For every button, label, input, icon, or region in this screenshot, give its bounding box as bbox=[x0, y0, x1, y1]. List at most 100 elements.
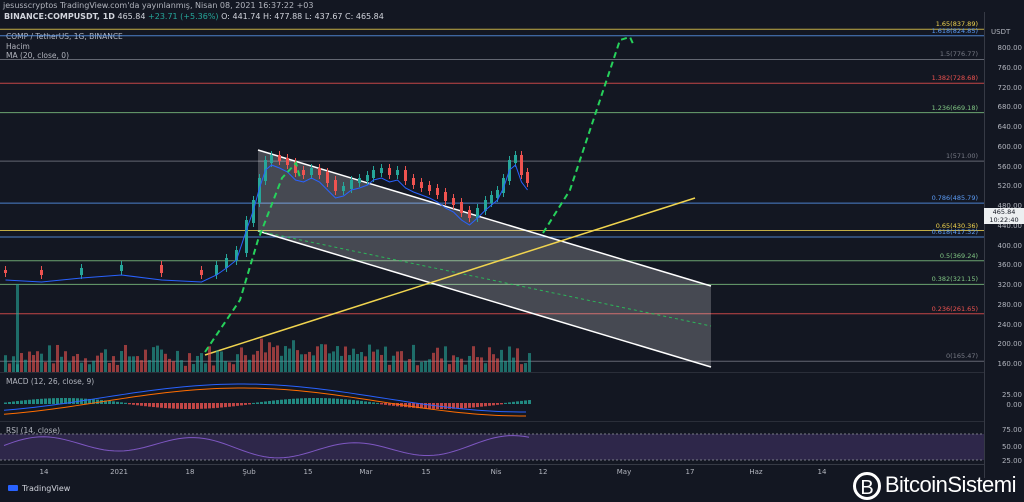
time-tick-label: 2021 bbox=[110, 468, 128, 476]
candle-body bbox=[258, 178, 261, 203]
volume-bar bbox=[28, 351, 31, 372]
price-axis[interactable]: USDT 800.00 760.00 720.00 680.00 640.00 600.0… bbox=[984, 12, 1024, 478]
volume-bar bbox=[248, 359, 251, 372]
symbol-name[interactable]: BINANCE:COMPUSDT, 1D bbox=[4, 12, 115, 21]
macd-histogram-bar bbox=[144, 403, 147, 407]
macd-histogram-bar bbox=[248, 403, 251, 405]
macd-histogram-bar bbox=[500, 403, 503, 405]
ma-legend[interactable]: MA (20, close, 0) bbox=[6, 51, 70, 60]
pane-divider-rsi[interactable] bbox=[0, 421, 984, 422]
price-tick-label: 360.00 bbox=[997, 261, 1023, 270]
volume-bar bbox=[452, 355, 455, 372]
macd-histogram-bar bbox=[480, 403, 483, 407]
volume-bar bbox=[132, 356, 135, 372]
macd-histogram-bar bbox=[180, 403, 183, 409]
macd-histogram-bar bbox=[496, 403, 499, 405]
volume-bar bbox=[260, 338, 263, 372]
macd-histogram-bar bbox=[336, 398, 339, 404]
volume-bar bbox=[32, 355, 35, 372]
volume-bar bbox=[144, 349, 147, 372]
pane-divider-macd[interactable] bbox=[0, 372, 984, 373]
volume-bar bbox=[8, 363, 11, 372]
volume-bar bbox=[164, 353, 167, 372]
price-tick-label: 400.00 bbox=[997, 241, 1023, 250]
fib-label: 0.65(430.36) bbox=[935, 221, 978, 230]
macd-histogram-bar bbox=[516, 401, 519, 404]
rsi-legend[interactable]: RSI (14, close) bbox=[6, 426, 61, 435]
candle-body bbox=[215, 265, 218, 275]
macd-histogram-bar bbox=[428, 403, 431, 409]
macd-histogram-bar bbox=[356, 400, 359, 404]
macd-histogram-bar bbox=[44, 398, 47, 404]
candle-body bbox=[358, 178, 361, 183]
macd-histogram-bar bbox=[416, 403, 419, 409]
macd-histogram-bar bbox=[96, 399, 99, 404]
macd-histogram-bar bbox=[232, 403, 235, 407]
volume-bar bbox=[408, 359, 411, 372]
volume-bar bbox=[72, 356, 75, 372]
volume-bar bbox=[284, 346, 287, 372]
volume-bar bbox=[280, 355, 283, 372]
macd-histogram-bar bbox=[112, 401, 115, 404]
volume-bar bbox=[112, 356, 115, 372]
macd-histogram-bar bbox=[164, 403, 167, 409]
volume-bar bbox=[212, 365, 215, 372]
volume-bar bbox=[436, 347, 439, 372]
macd-histogram-bar bbox=[32, 399, 35, 404]
macd-line bbox=[3, 383, 527, 413]
tradingview-logo[interactable]: TradingView bbox=[8, 484, 70, 493]
pair-legend[interactable]: COMP / TetherUS, 1G, BINANCE bbox=[6, 32, 123, 41]
time-axis[interactable]: 14 2021 18 Şub 15 Mar 15 Nis 12 May 17 Haz 14 bbox=[0, 464, 984, 479]
macd-histogram-bar bbox=[420, 403, 423, 409]
macd-histogram-bar bbox=[456, 403, 459, 409]
candle-body bbox=[4, 270, 7, 273]
volume-bar bbox=[148, 360, 151, 372]
moving-average-line bbox=[5, 164, 528, 283]
candle-body bbox=[388, 168, 391, 175]
macd-histogram-bar bbox=[252, 402, 255, 404]
volume-bar bbox=[484, 363, 487, 372]
macd-histogram-bar bbox=[296, 398, 299, 404]
macd-histogram-bar bbox=[88, 398, 91, 404]
macd-histogram-bar bbox=[256, 402, 259, 404]
last-price: 465.84 bbox=[117, 12, 146, 21]
macd-histogram-bar bbox=[460, 403, 463, 409]
volume-bar bbox=[272, 347, 275, 372]
macd-histogram-bar bbox=[16, 401, 19, 404]
volume-bar bbox=[220, 351, 223, 372]
price-tick-label: 440.00 bbox=[997, 221, 1023, 230]
candle-countdown: 10:22:40 bbox=[989, 216, 1019, 224]
time-tick-label: Mar bbox=[359, 468, 373, 476]
macd-histogram-bar bbox=[268, 400, 271, 404]
macd-histogram-bar bbox=[320, 398, 323, 404]
volume-bar bbox=[160, 349, 163, 372]
volume-bar bbox=[124, 344, 127, 372]
macd-histogram-bar bbox=[236, 403, 239, 406]
macd-histogram-bar bbox=[224, 403, 227, 408]
channel-mid-line bbox=[257, 230, 712, 327]
price-tick-label: 240.00 bbox=[997, 320, 1023, 329]
macd-legend[interactable]: MACD (12, 26, close, 9) bbox=[6, 377, 95, 386]
volume-bar bbox=[404, 361, 407, 372]
macd-histogram-bar bbox=[140, 403, 143, 406]
volume-bar bbox=[196, 355, 199, 372]
fib-label: 1.65(837.89) bbox=[935, 20, 978, 29]
publish-bar: jesusscryptos TradingView.com'da yayınla… bbox=[0, 0, 1024, 12]
price-tick-label: 720.00 bbox=[997, 83, 1023, 92]
volume-bar bbox=[520, 364, 523, 372]
price-chart[interactable] bbox=[0, 0, 984, 464]
macd-histogram-bar bbox=[48, 398, 51, 404]
candle-body bbox=[225, 258, 228, 268]
macd-histogram-bar bbox=[204, 403, 207, 409]
macd-histogram-bar bbox=[312, 398, 315, 404]
time-tick-label: 14 bbox=[39, 468, 49, 476]
projection-arrow-2 bbox=[542, 35, 635, 234]
candle-body bbox=[294, 162, 297, 173]
volume-legend[interactable]: Hacim bbox=[6, 42, 30, 51]
volume-bar bbox=[344, 346, 347, 372]
volume-bar bbox=[440, 358, 443, 372]
fib-label: 1.236(669.18) bbox=[931, 103, 978, 112]
candle-body bbox=[496, 190, 499, 198]
volume-bar bbox=[332, 351, 335, 372]
volume-bar bbox=[256, 350, 259, 372]
